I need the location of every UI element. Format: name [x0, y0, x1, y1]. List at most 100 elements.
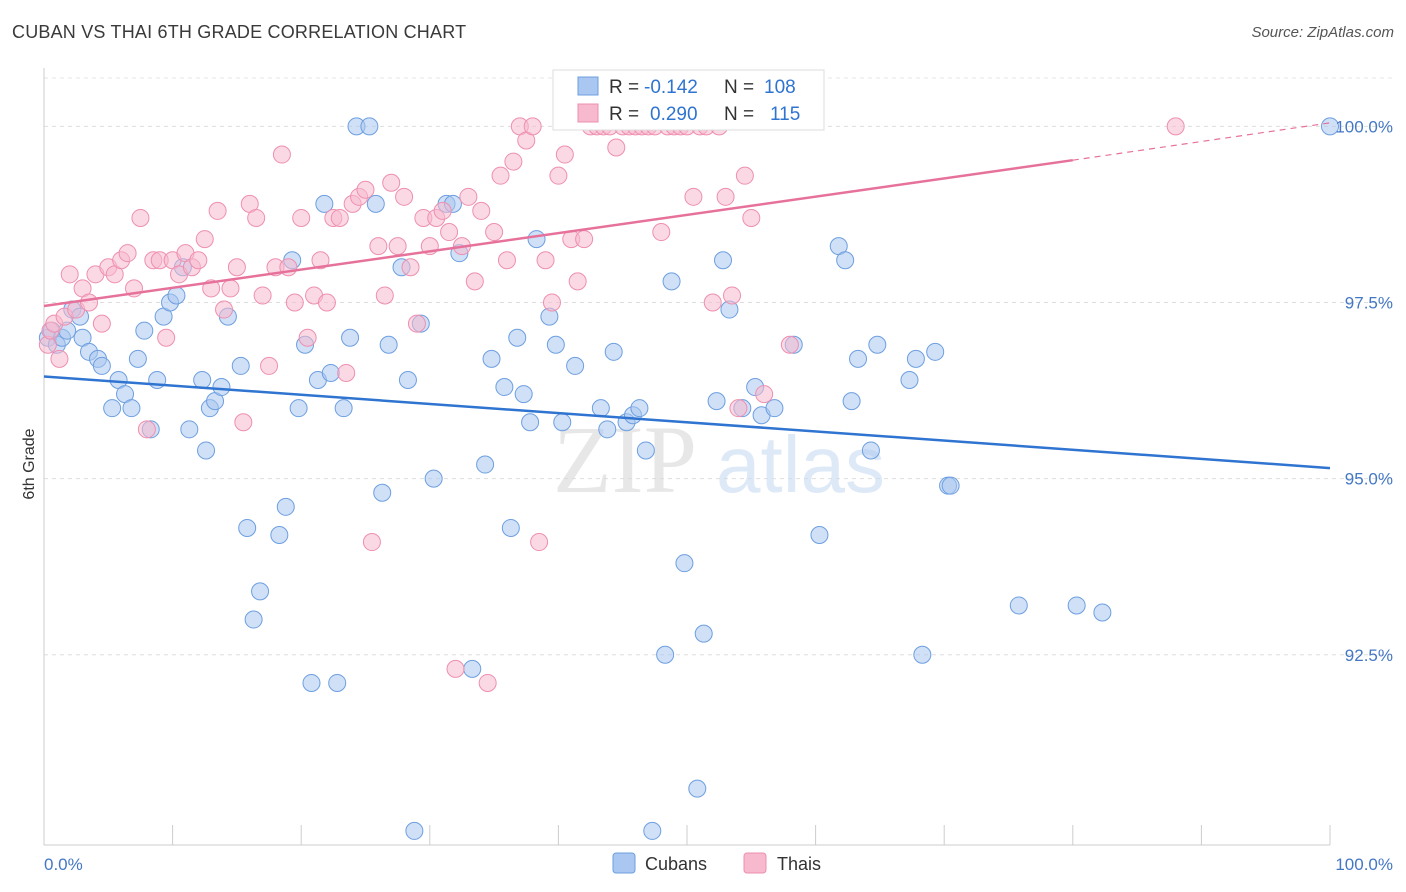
thais-point-113 [780, 335, 799, 354]
thais-point-68 [465, 272, 484, 291]
y-tick-label-2: 95.0% [1345, 470, 1393, 489]
thais-point-26 [195, 230, 214, 249]
thais-point-14 [118, 244, 137, 263]
thais-point-30 [221, 279, 240, 298]
cubans-point-69 [546, 335, 565, 354]
thais-point-107 [716, 187, 735, 206]
thais-point-16 [131, 208, 150, 227]
cubans-point-59 [463, 659, 482, 678]
cubans-point-33 [251, 582, 270, 601]
legend-r-value-cubans: -0.142 [644, 77, 698, 98]
cubans-point-11 [103, 399, 122, 418]
cubans-point-35 [276, 497, 295, 516]
cubans-point-61 [482, 349, 501, 368]
cubans-point-105 [941, 476, 960, 495]
thais-point-84 [568, 272, 587, 291]
cubans-point-109 [1321, 117, 1339, 136]
thais-point-25 [189, 251, 208, 270]
cubans-point-10 [92, 356, 111, 375]
thais-point-108 [723, 286, 742, 305]
cubans-point-34 [270, 526, 289, 544]
cubans-point-99 [868, 335, 887, 354]
cubans-point-108 [1093, 603, 1112, 622]
legend-n-label-cubans: N = [724, 77, 754, 98]
cubans-point-93 [810, 526, 829, 544]
thais-point-34 [247, 208, 266, 227]
cubans-point-43 [328, 673, 347, 692]
cubans-point-74 [604, 342, 623, 361]
thais-point-64 [440, 223, 459, 242]
cubans-point-100 [900, 371, 919, 389]
thais-point-111 [742, 208, 761, 227]
cubans-point-23 [180, 420, 199, 439]
thais-points [38, 117, 1185, 692]
thais-point-65 [446, 659, 465, 678]
thais-point-53 [369, 237, 388, 256]
thais-point-90 [607, 138, 626, 157]
thais-point-40 [285, 293, 304, 312]
thais-point-110 [735, 166, 754, 185]
thais-trend-line [43, 158, 1073, 308]
cubans-trend-line [43, 375, 1331, 470]
thais-point-10 [92, 314, 111, 333]
cubans-point-98 [861, 441, 880, 460]
thais-point-63 [433, 201, 452, 220]
cubans-point-52 [398, 371, 417, 389]
thais-point-44 [311, 251, 330, 270]
thais-point-78 [530, 533, 549, 552]
thais-point-58 [401, 258, 420, 277]
thais-point-47 [330, 208, 349, 227]
trend-lines [43, 122, 1331, 470]
cubans-point-91 [765, 399, 784, 418]
thais-point-52 [362, 533, 381, 552]
bottom-legend-swatch-cubans [612, 852, 636, 874]
cubans-point-25 [197, 441, 216, 460]
thais-point-31 [227, 258, 246, 277]
cubans-point-65 [514, 385, 533, 404]
cubans-point-39 [302, 673, 321, 692]
thais-point-79 [536, 251, 555, 270]
thais-point-41 [292, 208, 311, 227]
cubans-point-101 [906, 349, 925, 368]
thais-point-72 [491, 166, 510, 185]
cubans-point-15 [128, 349, 147, 368]
thais-point-109 [729, 399, 748, 418]
thais-point-85 [575, 230, 594, 249]
legend-swatch-cubans [577, 76, 599, 96]
cubans-point-97 [849, 349, 868, 368]
axes [43, 68, 1331, 846]
thais-point-48 [337, 363, 356, 382]
cubans-point-44 [334, 399, 353, 418]
thais-point-42 [298, 328, 317, 347]
thais-point-69 [472, 201, 491, 220]
thais-point-114 [1166, 117, 1185, 136]
cubans-point-81 [662, 272, 681, 291]
bottom-legend-swatch-thais [743, 852, 767, 874]
thais-point-20 [157, 328, 176, 347]
cubans-point-107 [1067, 596, 1086, 615]
thais-point-82 [555, 145, 574, 164]
cubans-point-82 [675, 554, 694, 573]
cubans-point-95 [836, 251, 855, 270]
x-tick-label-1: 100.0% [1335, 855, 1393, 874]
thais-point-70 [478, 673, 497, 692]
cubans-point-73 [598, 420, 617, 439]
cubans-point-77 [630, 399, 649, 418]
thais-point-81 [549, 166, 568, 185]
cubans-point-86 [714, 251, 733, 270]
cubans-point-48 [366, 194, 385, 213]
cubans-point-106 [1009, 596, 1028, 615]
thais-point-54 [375, 286, 394, 305]
cubans-point-71 [566, 356, 585, 375]
cubans-point-47 [360, 117, 379, 136]
cubans-point-67 [527, 230, 546, 249]
cubans-point-70 [553, 413, 572, 432]
cubans-point-62 [495, 378, 514, 397]
bottom-legend: Cubans Thais [612, 852, 821, 874]
cubans-point-45 [341, 328, 360, 347]
bottom-legend-label-cubans: Cubans [645, 854, 707, 874]
cubans-point-64 [508, 328, 527, 347]
thais-point-45 [317, 293, 336, 312]
cubans-point-63 [501, 518, 520, 537]
legend-r-label-thais: R = [609, 104, 639, 125]
